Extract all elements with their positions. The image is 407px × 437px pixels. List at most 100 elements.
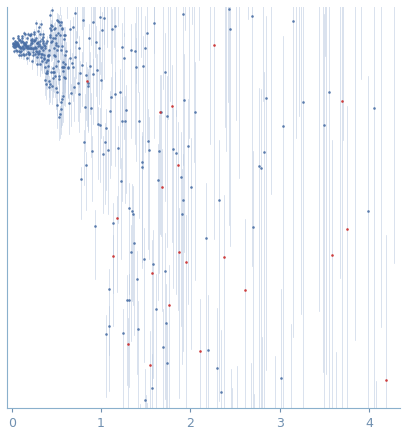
Point [181,96,187,103]
Point [51,51,57,58]
Point [62,31,69,38]
Point [202,234,209,241]
Point [60,92,66,99]
Point [29,37,35,44]
Point [162,267,168,274]
Point [228,431,234,437]
Point [226,6,232,13]
Point [32,44,38,51]
Point [47,12,53,19]
Point [125,205,132,212]
Point [31,31,37,38]
Point [109,26,115,33]
Point [256,163,262,170]
Point [175,162,181,169]
Point [12,39,19,46]
Point [47,80,53,87]
Point [31,29,37,36]
Point [26,51,33,58]
Point [19,37,26,44]
Point [52,84,59,91]
Point [175,249,182,256]
Point [41,55,47,62]
Point [53,39,59,46]
Point [42,42,48,49]
Point [72,54,79,61]
Point [41,54,48,61]
Point [131,239,138,246]
Point [85,83,91,90]
Point [192,109,199,116]
Point [147,361,153,368]
Point [139,163,146,170]
Point [80,139,87,146]
Point [33,49,40,56]
Point [110,252,117,259]
Point [26,45,32,52]
Point [129,208,136,215]
Point [93,38,99,45]
Point [22,41,28,48]
Point [11,37,18,44]
Point [44,56,50,63]
Point [18,47,25,54]
Point [71,83,77,90]
Point [20,38,26,45]
Point [44,56,51,63]
Point [54,47,60,54]
Point [61,36,68,43]
Point [90,71,96,78]
Point [141,397,148,404]
Point [65,64,72,71]
Point [60,59,66,66]
Point [96,121,103,128]
Point [40,41,47,48]
Point [131,48,138,55]
Point [88,105,94,112]
Point [18,34,25,41]
Point [14,34,21,41]
Point [11,41,17,48]
Point [320,121,327,128]
Point [105,322,112,329]
Point [27,31,34,38]
Point [118,177,124,184]
Point [54,102,61,109]
Point [50,69,57,76]
Point [53,62,59,69]
Point [20,39,27,46]
Point [126,297,133,304]
Point [40,31,47,38]
Point [12,43,18,50]
Point [329,251,335,258]
Point [39,57,45,64]
Point [241,287,248,294]
Point [47,31,54,38]
Point [109,220,116,227]
Point [188,183,195,190]
Point [73,0,80,4]
Point [46,51,53,58]
Point [35,42,42,49]
Point [49,23,56,30]
Point [15,47,22,54]
Point [35,38,41,45]
Point [68,59,75,66]
Point [56,113,63,120]
Point [74,0,81,5]
Point [30,46,37,53]
Point [277,375,284,382]
Point [160,343,166,350]
Point [130,210,137,217]
Point [152,305,159,312]
Point [259,414,265,421]
Point [173,149,179,156]
Point [133,63,140,70]
Point [17,45,23,52]
Point [23,44,29,51]
Point [68,90,74,97]
Point [43,40,49,47]
Point [10,43,16,50]
Point [37,61,44,68]
Point [44,67,50,74]
